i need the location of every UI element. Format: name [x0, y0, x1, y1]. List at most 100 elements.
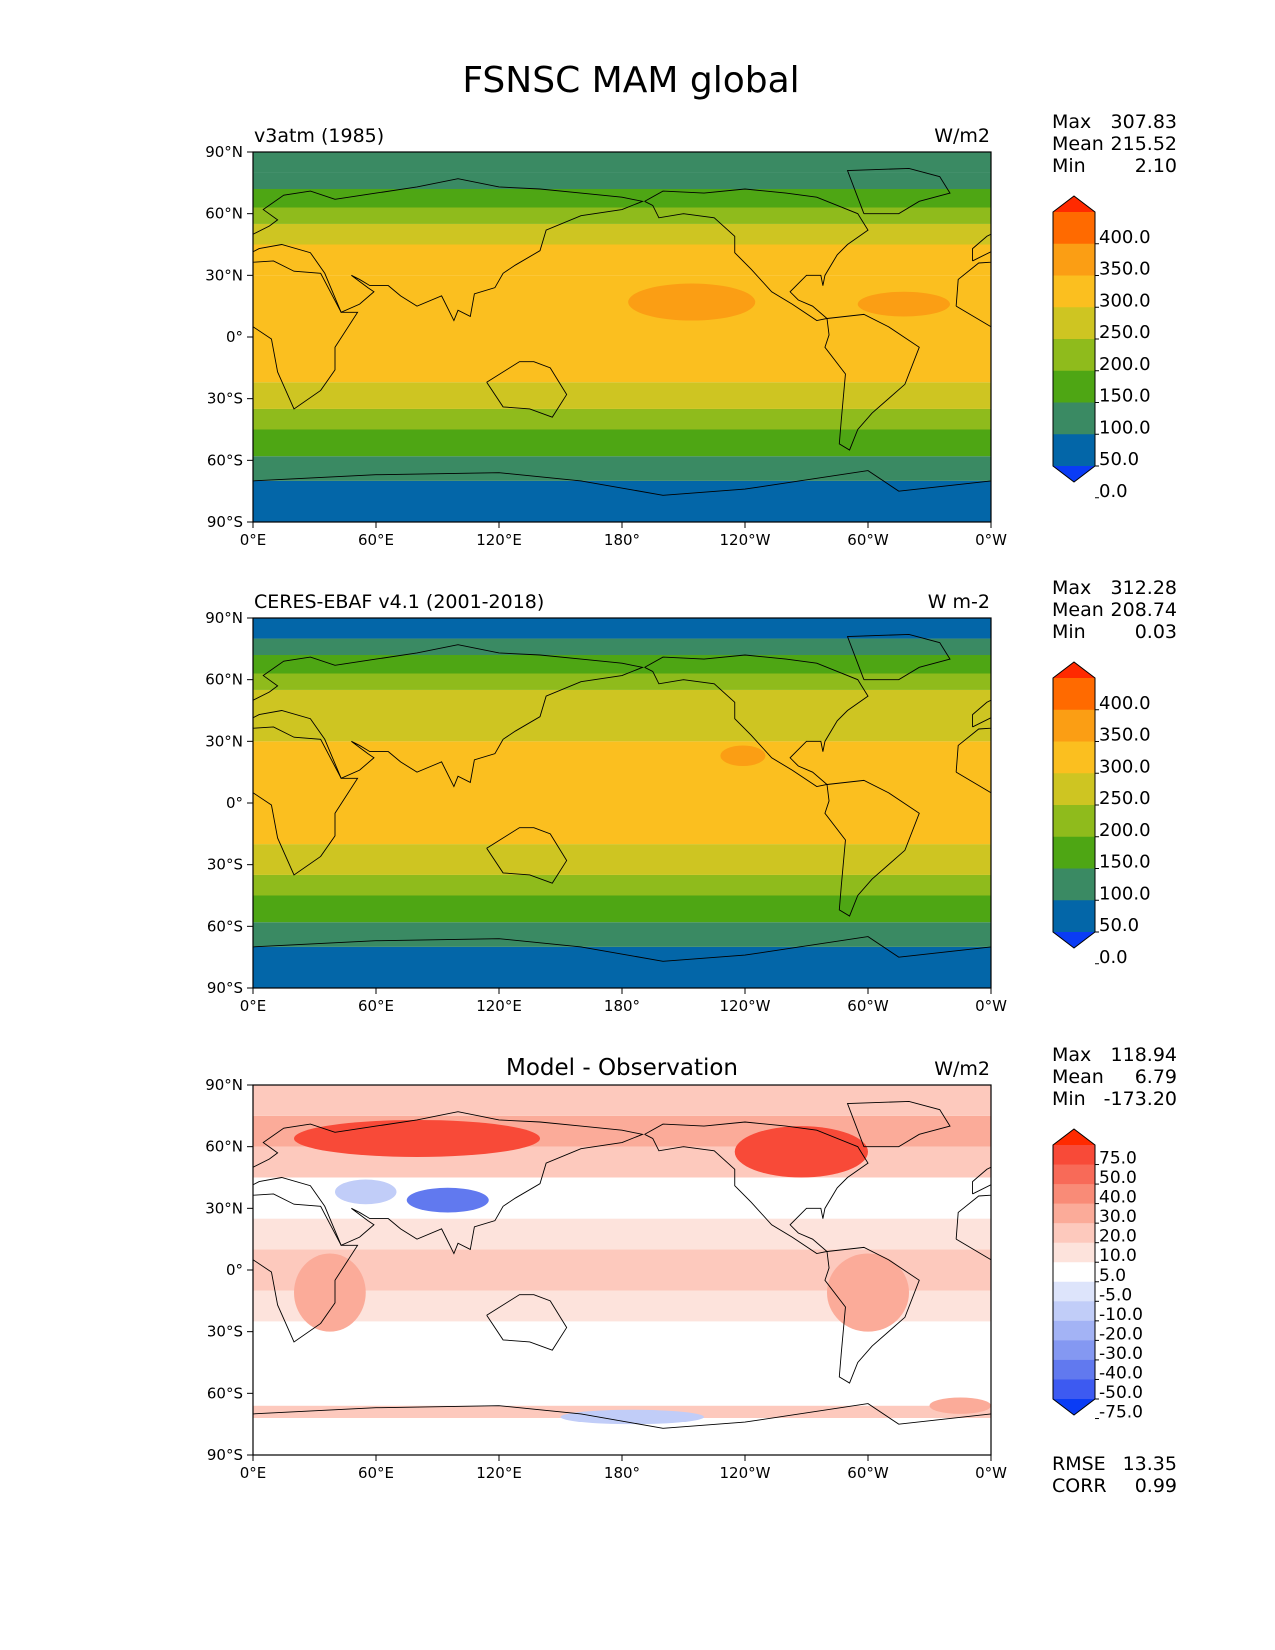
x-tick-label: 0°E	[240, 997, 267, 1015]
panel-observation: CERES-EBAF v4.1 (2001-2018) W m-2 0°E 60°E 1…	[205, 577, 1177, 1015]
stat-label: Max	[1052, 111, 1091, 133]
colorbar-extend-min	[1053, 932, 1095, 948]
lat-band	[253, 946, 991, 988]
colorbar-extend-max	[1053, 1129, 1095, 1145]
stat-label: Min	[1052, 621, 1086, 643]
colorbar-segment	[1053, 709, 1095, 742]
stat-value: 6.79	[1135, 1066, 1177, 1088]
y-tick-label: 60°S	[207, 1384, 243, 1402]
x-tick-label: 60°W	[847, 531, 889, 549]
colorbar-label: -5.0	[1099, 1285, 1132, 1305]
colorbar-label: 350.0	[1099, 725, 1151, 746]
panel-center-title: Model - Observation	[506, 1055, 738, 1081]
lat-band	[253, 655, 991, 674]
lat-band	[253, 874, 991, 896]
x-tick-label: 180°	[604, 531, 640, 549]
extra-stat-label: CORR	[1052, 1475, 1107, 1497]
lat-band	[253, 152, 991, 173]
coastline	[253, 260, 359, 410]
colorbar-extend-max	[1053, 662, 1095, 678]
colorbar-label: 50.0	[1099, 1168, 1137, 1188]
x-tick-label: 0°W	[975, 997, 1007, 1015]
lat-band	[253, 207, 991, 224]
colorbar-label: -20.0	[1099, 1324, 1143, 1344]
colorbar-label: 10.0	[1099, 1246, 1137, 1266]
colorbar-segment	[1053, 1164, 1095, 1185]
colorbar-label: 400.0	[1099, 693, 1151, 714]
stat-value: -173.20	[1104, 1088, 1177, 1110]
stat-label: Mean	[1052, 1066, 1104, 1088]
field-anomaly	[628, 283, 756, 321]
coastline	[846, 167, 951, 215]
x-tick-label: 60°E	[358, 997, 394, 1015]
coastline	[253, 1193, 359, 1343]
stat-label: Max	[1052, 577, 1091, 599]
x-tick-label: 0°W	[975, 531, 1007, 549]
map-field	[253, 1085, 991, 1455]
map-field	[253, 618, 991, 988]
lat-band	[253, 456, 991, 481]
colorbar-label: -40.0	[1099, 1363, 1143, 1383]
colorbar-label: 200.0	[1099, 354, 1151, 375]
colorbar-segment	[1053, 1203, 1095, 1224]
lat-band	[253, 480, 991, 522]
lat-band	[253, 223, 991, 245]
colorbar-segment	[1053, 1242, 1095, 1263]
coastline	[486, 361, 568, 418]
y-tick-label: 90°N	[205, 1076, 243, 1094]
colorbar-label: 20.0	[1099, 1227, 1137, 1247]
y-tick-label: 30°N	[205, 732, 243, 750]
field-anomaly	[335, 1179, 397, 1205]
colorbar-label: 50.0	[1099, 449, 1139, 470]
x-tick-label: 0°E	[240, 1464, 267, 1482]
colorbar-label: 150.0	[1099, 386, 1151, 407]
colorbar-label: -50.0	[1099, 1383, 1143, 1403]
y-tick-label: 90°S	[207, 513, 243, 531]
colorbar-label: 75.0	[1099, 1149, 1137, 1169]
coastline	[824, 313, 920, 451]
colorbar-segment	[1053, 1379, 1095, 1400]
x-tick-label: 60°E	[358, 531, 394, 549]
y-tick-label: 60°S	[207, 451, 243, 469]
field-anomaly	[560, 1409, 704, 1425]
y-tick-label: 90°N	[205, 609, 243, 627]
colorbar-segment	[1053, 1145, 1095, 1166]
coastline	[253, 936, 991, 962]
colorbar-label: 300.0	[1099, 756, 1151, 777]
stat-value: 215.52	[1111, 133, 1177, 155]
y-tick-label: 0°	[226, 794, 243, 812]
lat-band	[253, 189, 991, 208]
y-tick-label: 90°N	[205, 143, 243, 161]
colorbar-segment	[1053, 275, 1095, 308]
coastline	[253, 726, 359, 876]
colorbar-label: 0.0	[1099, 947, 1128, 968]
coastline	[253, 178, 645, 322]
x-tick-label: 60°W	[847, 1464, 889, 1482]
colorbar-label: -10.0	[1099, 1305, 1143, 1325]
coastline	[846, 633, 951, 681]
lat-band	[253, 710, 991, 742]
stat-value: 2.10	[1135, 155, 1177, 177]
x-tick-label: 180°	[604, 1464, 640, 1482]
field-anomaly	[406, 1187, 489, 1213]
field-anomaly	[929, 1397, 991, 1414]
field-anomaly	[720, 745, 766, 766]
coastline	[644, 1121, 869, 1255]
colorbar-extend-min	[1053, 466, 1095, 482]
lat-band	[253, 408, 991, 430]
coastline	[253, 1403, 991, 1429]
y-tick-label: 30°S	[207, 856, 243, 874]
panel-left-title: CERES-EBAF v4.1 (2001-2018)	[254, 591, 544, 613]
lat-band	[253, 844, 991, 875]
colorbar-label: 200.0	[1099, 820, 1151, 841]
colorbar-segment	[1053, 741, 1095, 774]
colorbar-segment	[1053, 900, 1095, 933]
field-anomaly	[827, 1253, 909, 1332]
x-tick-label: 0°W	[975, 1464, 1007, 1482]
colorbar-label: 100.0	[1099, 883, 1151, 904]
coastline	[253, 644, 645, 788]
panels: v3atm (1985) W/m2 0°E 60°E 120°E 180° 120°W 60°…	[205, 111, 1177, 1497]
colorbar-segment	[1053, 212, 1095, 245]
lat-band	[253, 673, 991, 690]
lat-band	[253, 172, 991, 189]
